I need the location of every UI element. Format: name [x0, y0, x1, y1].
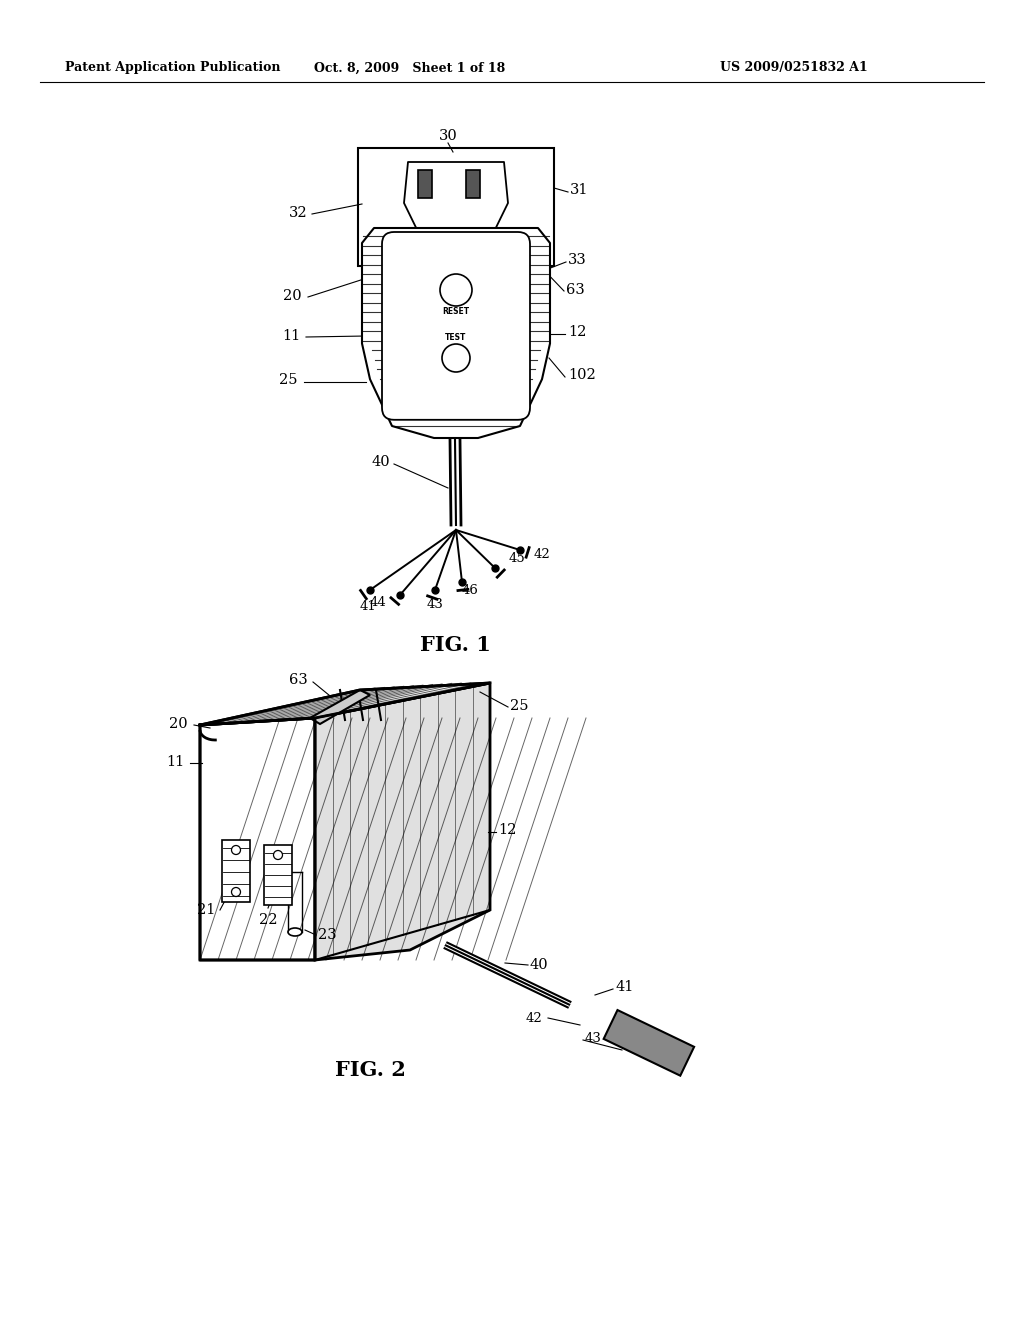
Polygon shape: [362, 228, 550, 438]
Text: 41: 41: [359, 599, 377, 612]
Text: Oct. 8, 2009   Sheet 1 of 18: Oct. 8, 2009 Sheet 1 of 18: [314, 62, 506, 74]
Polygon shape: [200, 718, 315, 960]
Bar: [264, 845, 292, 906]
Text: 25: 25: [280, 374, 298, 387]
Text: 42: 42: [525, 1011, 542, 1024]
Bar: [358, 148, 554, 267]
Circle shape: [231, 846, 241, 854]
Text: 20: 20: [169, 717, 188, 731]
Text: FIG. 2: FIG. 2: [335, 1060, 406, 1080]
Text: 43: 43: [427, 598, 443, 611]
Bar: [222, 840, 250, 902]
Text: 31: 31: [570, 183, 589, 197]
Text: 11: 11: [282, 329, 300, 343]
Text: 63: 63: [289, 673, 308, 686]
Polygon shape: [404, 162, 508, 256]
Text: 63: 63: [566, 282, 585, 297]
Text: 32: 32: [290, 206, 308, 220]
Polygon shape: [200, 682, 490, 725]
Text: Patent Application Publication: Patent Application Publication: [65, 62, 281, 74]
Polygon shape: [310, 690, 370, 723]
Text: 30: 30: [438, 129, 458, 143]
Circle shape: [440, 275, 472, 306]
Text: 23: 23: [318, 928, 337, 942]
Text: 20: 20: [284, 289, 302, 304]
Text: US 2009/0251832 A1: US 2009/0251832 A1: [720, 62, 867, 74]
Circle shape: [231, 887, 241, 896]
Polygon shape: [315, 682, 490, 960]
Circle shape: [442, 345, 470, 372]
Text: 44: 44: [370, 597, 386, 610]
Text: FIG. 1: FIG. 1: [420, 635, 490, 655]
Text: 11: 11: [167, 755, 185, 770]
Text: 46: 46: [462, 583, 478, 597]
Text: 21: 21: [197, 903, 215, 917]
Text: 12: 12: [568, 325, 587, 339]
Text: 42: 42: [534, 549, 551, 561]
Text: 45: 45: [509, 552, 525, 565]
Bar: [418, 170, 432, 198]
Bar: [466, 170, 480, 198]
Text: 40: 40: [530, 958, 549, 972]
Text: 33: 33: [568, 253, 587, 267]
Text: 22: 22: [259, 913, 278, 927]
Text: 102: 102: [568, 368, 596, 381]
Text: RESET: RESET: [442, 308, 470, 317]
Text: 12: 12: [498, 822, 516, 837]
Text: 41: 41: [615, 979, 634, 994]
Text: 43: 43: [585, 1031, 602, 1044]
Text: 40: 40: [372, 455, 390, 469]
Polygon shape: [603, 1010, 694, 1076]
Text: TEST: TEST: [445, 334, 467, 342]
Ellipse shape: [288, 928, 302, 936]
Circle shape: [273, 850, 283, 859]
FancyBboxPatch shape: [382, 232, 530, 420]
Text: 25: 25: [510, 700, 528, 713]
